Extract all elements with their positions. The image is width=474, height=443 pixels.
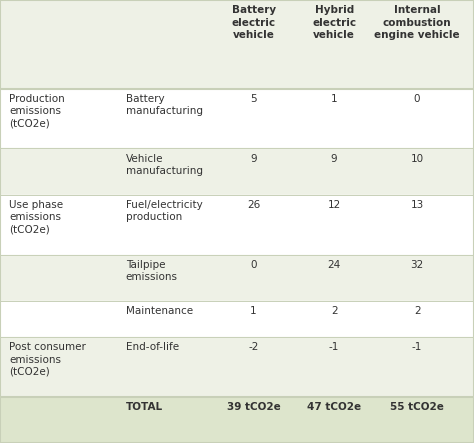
Text: 2: 2 [414,306,420,316]
Text: 32: 32 [410,260,424,270]
Bar [0,89,474,148]
Text: Production
emissions
(tCO2e): Production emissions (tCO2e) [9,94,65,128]
Text: Maintenance: Maintenance [126,306,193,316]
Text: Tailpipe
emissions: Tailpipe emissions [126,260,178,282]
Text: 9: 9 [331,154,337,163]
Text: -1: -1 [329,342,339,352]
Bar [0,148,474,195]
Text: 2: 2 [331,306,337,316]
Text: 12: 12 [328,200,341,210]
Text: 1: 1 [331,94,337,104]
Text: Fuel/electricity
production: Fuel/electricity production [126,200,202,222]
Bar [0,396,474,443]
Text: 24: 24 [328,260,341,270]
Text: 0: 0 [414,94,420,104]
Text: -2: -2 [248,342,259,352]
Bar [0,0,474,89]
Text: Battery
manufacturing: Battery manufacturing [126,94,202,116]
Text: 39 tCO2e: 39 tCO2e [227,402,281,412]
Text: Vehicle
manufacturing: Vehicle manufacturing [126,154,202,176]
Text: 13: 13 [410,200,424,210]
Text: 5: 5 [250,94,257,104]
Text: Internal
combustion
engine vehicle: Internal combustion engine vehicle [374,5,460,40]
Bar [0,195,474,255]
Text: 47 tCO2e: 47 tCO2e [307,402,361,412]
Text: 10: 10 [410,154,424,163]
Bar [0,337,474,396]
Text: 9: 9 [250,154,257,163]
Text: TOTAL: TOTAL [126,402,163,412]
Text: Hybrid
electric
vehicle: Hybrid electric vehicle [312,5,356,40]
Bar [0,255,474,301]
Text: 55 tCO2e: 55 tCO2e [390,402,444,412]
Bar [0,301,474,337]
Text: End-of-life: End-of-life [126,342,179,352]
Text: 0: 0 [250,260,257,270]
Text: 26: 26 [247,200,260,210]
Text: -1: -1 [412,342,422,352]
Text: Use phase
emissions
(tCO2e): Use phase emissions (tCO2e) [9,200,64,235]
Text: Battery
electric
vehicle: Battery electric vehicle [231,5,276,40]
Text: 1: 1 [250,306,257,316]
Text: Post consumer
emissions
(tCO2e): Post consumer emissions (tCO2e) [9,342,86,377]
